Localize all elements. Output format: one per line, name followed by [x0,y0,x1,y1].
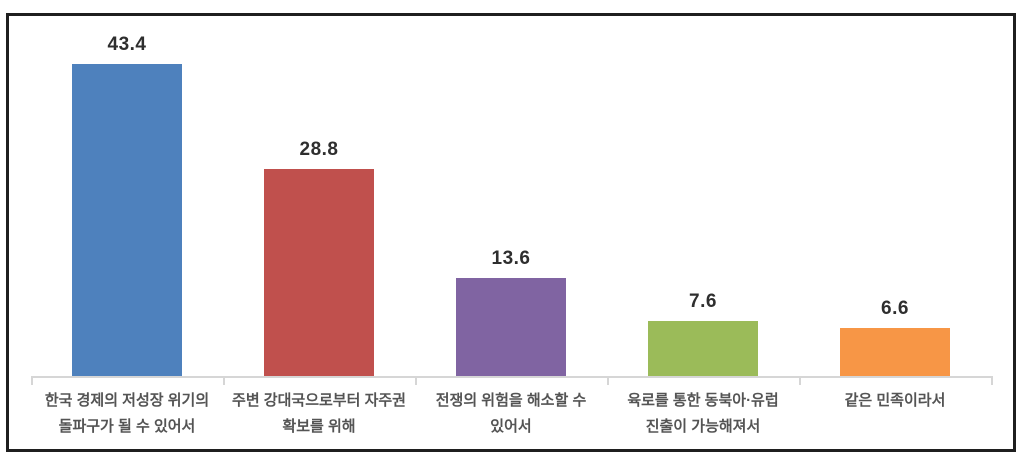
bar [264,169,374,376]
axis-tick [607,376,609,385]
bar [72,64,182,376]
category-label: 전쟁의 위험을 해소할 수 있어서 [435,392,587,436]
axis-tick [223,376,225,385]
bar [648,321,758,376]
bar-value-label: 28.8 [299,139,339,160]
category-label: 같은 민족이라서 [844,392,946,409]
chart-frame: 43.4 한국 경제의 저성장 위기의 돌파구가 될 수 있어서 28.8 주변 강대… [6,13,1016,452]
category-label: 한국 경제의 저성장 위기의 돌파구가 될 수 있어서 [44,392,210,436]
axis-tick [415,376,417,385]
bar-value-label: 43.4 [107,34,147,55]
category-label: 육로를 통한 동북아·유럽 진출이 가능해져서 [627,392,779,436]
bar [456,278,566,376]
category-label: 주변 강대국으로부터 자주권 확보를 위해 [232,392,406,436]
category-axis-line [31,376,991,378]
axis-tick [31,376,33,385]
plot-area: 43.4 한국 경제의 저성장 위기의 돌파구가 될 수 있어서 28.8 주변 강대… [9,16,1013,449]
axis-tick [991,376,993,385]
bar-value-label: 6.6 [881,298,909,319]
axis-tick [799,376,801,385]
bar [840,328,950,376]
bar-value-label: 13.6 [491,248,531,269]
bar-value-label: 7.6 [689,291,717,312]
